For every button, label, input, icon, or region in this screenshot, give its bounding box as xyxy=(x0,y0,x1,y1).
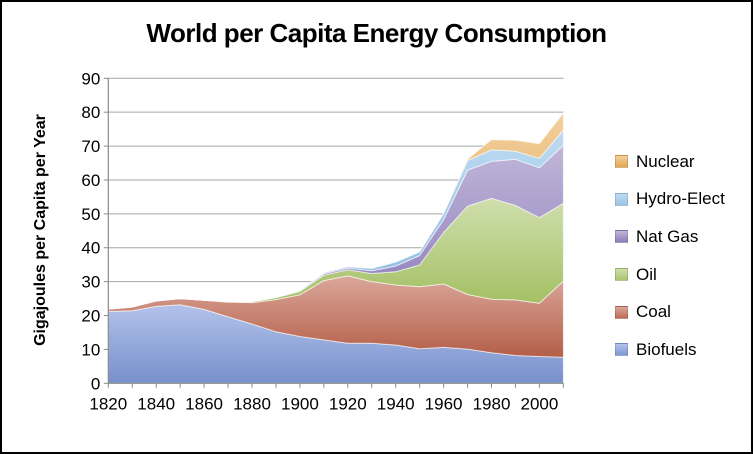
y-tick-label-50: 50 xyxy=(81,205,100,224)
x-tick-label-1960: 1960 xyxy=(425,394,463,413)
y-tick-label-20: 20 xyxy=(81,307,100,326)
axes xyxy=(107,78,564,384)
x-tick-label-1840: 1840 xyxy=(137,394,175,413)
y-tick-label-60: 60 xyxy=(81,171,100,190)
tick-marks xyxy=(103,77,564,388)
legend-swatch-icon xyxy=(615,268,628,282)
legend-swatch-icon xyxy=(615,230,628,244)
legend-label: Biofuels xyxy=(636,339,697,359)
legend-swatch-icon xyxy=(615,343,628,357)
legend-item-hydro-elect: Hydro-Elect xyxy=(615,181,749,219)
legend-label: Nuclear xyxy=(636,151,695,171)
legend-item-oil: Oil xyxy=(615,256,749,294)
y-tick-label-90: 90 xyxy=(81,69,100,88)
legend-swatch-icon xyxy=(615,192,628,206)
legend-label: Hydro-Elect xyxy=(636,189,725,209)
legend-label: Nat Gas xyxy=(636,226,699,246)
x-tick-label-1860: 1860 xyxy=(185,394,223,413)
legend-item-coal: Coal xyxy=(615,293,749,331)
x-tick-label-1940: 1940 xyxy=(377,394,415,413)
stacked-areas xyxy=(107,112,564,384)
legend-swatch-icon xyxy=(615,155,628,169)
x-tick-label-1820: 1820 xyxy=(89,394,127,413)
legend-label: Oil xyxy=(636,264,657,284)
y-tick-label-70: 70 xyxy=(81,137,100,156)
x-tick-label-1880: 1880 xyxy=(233,394,271,413)
y-tick-label-40: 40 xyxy=(81,239,100,258)
y-tick-label-30: 30 xyxy=(81,273,100,292)
x-tick-label-1980: 1980 xyxy=(473,394,511,413)
tick-labels: 0 10 20 30 40 50 60 70 80 90 1820 1840 1860 1880 1900 1… xyxy=(81,69,558,413)
x-tick-label-1920: 1920 xyxy=(329,394,367,413)
x-tick-label-2000: 2000 xyxy=(520,394,558,413)
y-tick-label-10: 10 xyxy=(81,340,100,359)
series-area-nuclear xyxy=(107,112,564,310)
legend-item-biofuels: Biofuels xyxy=(615,331,749,369)
legend-item-nat-gas: Nat Gas xyxy=(615,218,749,256)
legend-item-nuclear: Nuclear xyxy=(615,143,749,181)
y-tick-label-0: 0 xyxy=(91,374,100,393)
chart-title: World per Capita Energy Consumption xyxy=(146,18,607,48)
legend: Nuclear Hydro-Elect Nat Gas Oil Coal Biofuels xyxy=(615,143,749,369)
y-tick-label-80: 80 xyxy=(81,103,100,122)
x-tick-label-1900: 1900 xyxy=(281,394,319,413)
legend-swatch-icon xyxy=(615,305,628,319)
legend-label: Coal xyxy=(636,302,671,322)
